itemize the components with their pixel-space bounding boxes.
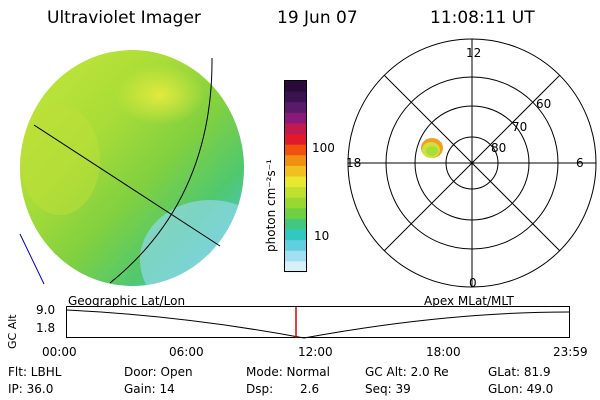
color-bar-band bbox=[285, 155, 306, 167]
apex-label: Apex MLat/MLT bbox=[424, 294, 514, 308]
aurora-spot bbox=[421, 138, 443, 158]
color-bar-band bbox=[285, 123, 306, 135]
color-bar bbox=[284, 80, 307, 273]
meridian-line bbox=[109, 57, 213, 284]
color-bar-band bbox=[285, 91, 306, 103]
x-tick-0000: 00:00 bbox=[42, 345, 77, 359]
color-bar-band bbox=[285, 102, 306, 114]
status-door: Door: Open bbox=[124, 365, 193, 379]
status-dsp-value: 2.6 bbox=[300, 382, 320, 396]
x-tick-0600: 06:00 bbox=[169, 345, 204, 359]
color-bar-band bbox=[285, 187, 306, 199]
status-gc-alt: GC Alt: 2.0 Re bbox=[365, 365, 449, 379]
mlt-label-0: 0 bbox=[469, 276, 477, 290]
sun-direction-line bbox=[19, 233, 45, 285]
status-gain: Gain: 14 bbox=[124, 382, 175, 396]
status-seq: Seq: 39 bbox=[365, 382, 411, 396]
color-bar-band bbox=[285, 208, 306, 220]
instrument-title: Ultraviolet Imager bbox=[47, 8, 201, 28]
status-mode: Mode: Normal bbox=[246, 365, 330, 379]
mlt-label-18: 18 bbox=[346, 156, 362, 170]
lat-label-70: 70 bbox=[512, 120, 528, 134]
time-label: 11:08:11 UT bbox=[430, 8, 535, 28]
color-bar-band bbox=[285, 144, 306, 156]
mlt-label-12: 12 bbox=[466, 46, 482, 60]
color-bar-band bbox=[285, 240, 306, 252]
altitude-timeline bbox=[66, 306, 570, 339]
color-bar-band bbox=[285, 250, 306, 262]
polar-plot bbox=[347, 38, 597, 288]
status-glat: GLat: 81.9 bbox=[488, 365, 551, 379]
colorbar-tick-10: 10 bbox=[314, 229, 330, 243]
color-bar-band bbox=[285, 165, 306, 177]
y-axis-title: GC Alt bbox=[6, 314, 19, 349]
color-bar-band bbox=[285, 218, 306, 231]
geographic-label: Geographic Lat/Lon bbox=[68, 294, 186, 308]
x-tick-1200: 12:00 bbox=[298, 345, 333, 359]
color-bar-band bbox=[285, 197, 306, 209]
colorbar-tick-100: 100 bbox=[312, 141, 335, 155]
color-bar-band bbox=[285, 261, 306, 273]
uv-image bbox=[19, 50, 244, 286]
color-bar-band bbox=[285, 176, 306, 188]
color-bar-band bbox=[285, 112, 306, 124]
terminator-line bbox=[33, 124, 221, 247]
lat-label-80: 80 bbox=[491, 141, 507, 155]
status-glon: GLon: 49.0 bbox=[488, 382, 554, 396]
color-bar-band bbox=[285, 229, 306, 241]
y-tick-1-8: 1.8 bbox=[36, 321, 56, 335]
x-tick-2359: 23:59 bbox=[553, 345, 588, 359]
y-tick-9: 9.0 bbox=[36, 303, 56, 317]
status-ip: IP: 36.0 bbox=[8, 382, 54, 396]
lat-label-60: 60 bbox=[536, 97, 552, 111]
mlt-label-6: 6 bbox=[576, 156, 584, 170]
date-label: 19 Jun 07 bbox=[277, 8, 358, 28]
color-bar-band bbox=[285, 81, 306, 93]
status-filter: Flt: LBHL bbox=[8, 365, 62, 379]
status-dsp-label: Dsp: bbox=[246, 382, 274, 396]
x-tick-1800: 18:00 bbox=[426, 345, 461, 359]
colorbar-label: photon cm⁻²s⁻¹ bbox=[264, 159, 278, 252]
color-bar-band bbox=[285, 134, 306, 146]
